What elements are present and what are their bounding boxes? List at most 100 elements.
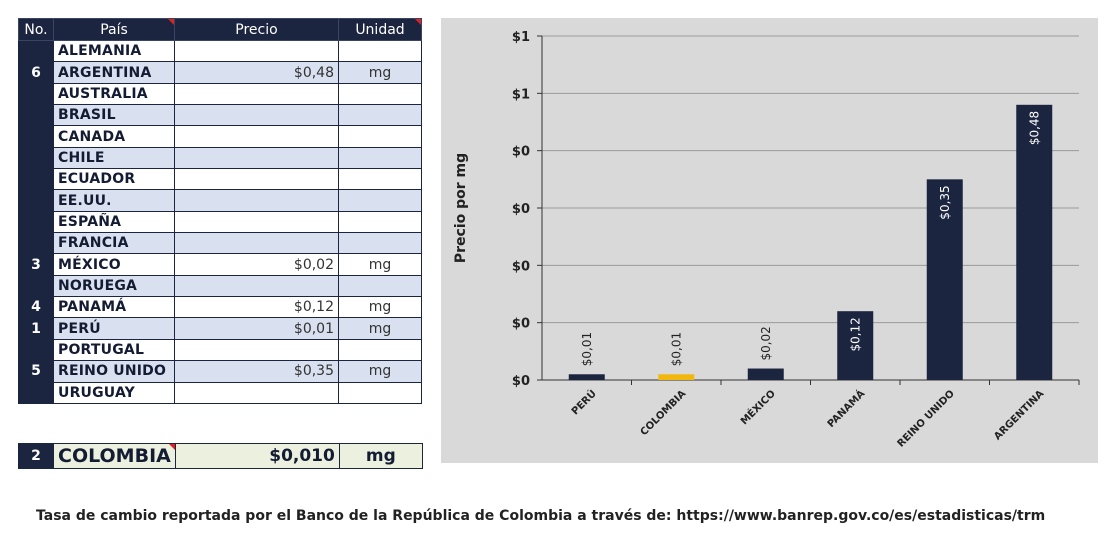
table-row: BRASIL [18, 104, 422, 127]
unit-cell[interactable] [338, 338, 422, 362]
colombia-row: 2 COLOMBIA $0,010 mg [18, 443, 423, 469]
bar[interactable] [837, 311, 874, 380]
price-cell[interactable] [174, 338, 339, 362]
bar[interactable] [568, 374, 605, 380]
price-cell[interactable] [174, 125, 339, 148]
row-number [18, 168, 54, 191]
price-cell[interactable] [174, 189, 339, 212]
country-cell[interactable]: ALEMANIA [53, 39, 175, 63]
price-cell[interactable] [174, 381, 339, 404]
row-number [18, 232, 54, 255]
header-no: No. [18, 18, 54, 41]
x-tick-label: PERÚ [568, 387, 598, 417]
country-cell[interactable]: ECUADOR [53, 168, 175, 191]
unit-cell[interactable] [338, 146, 422, 170]
unit-cell[interactable]: mg [338, 296, 422, 319]
price-cell[interactable] [174, 104, 339, 127]
unit-cell[interactable] [338, 104, 422, 127]
country-cell[interactable]: AUSTRALIA [53, 82, 175, 106]
x-tick-label: COLOMBIA [639, 388, 689, 438]
unit-cell[interactable] [338, 168, 422, 191]
unit-cell[interactable] [338, 189, 422, 212]
table-row: 1 PERÚ $0,01 mg [18, 317, 422, 340]
unit-cell[interactable]: mg [338, 253, 422, 276]
colombia-unit[interactable]: mg [338, 443, 423, 469]
unit-cell[interactable]: mg [338, 61, 422, 84]
price-cell[interactable]: $0,12 [174, 296, 339, 319]
country-cell[interactable]: FRANCIA [53, 232, 175, 255]
unit-cell[interactable] [338, 381, 422, 404]
unit-cell[interactable]: mg [338, 317, 422, 340]
price-cell[interactable]: $0,01 [174, 317, 339, 340]
y-tick-label: $1 [512, 87, 530, 102]
colombia-price[interactable]: $0,010 [174, 443, 340, 469]
footnote: Tasa de cambio reportada por el Banco de… [36, 508, 1046, 524]
country-cell[interactable]: CANADA [53, 125, 175, 148]
table-row: FRANCIA [18, 232, 422, 255]
country-cell[interactable]: PORTUGAL [53, 338, 175, 362]
colombia-country[interactable]: COLOMBIA [53, 443, 176, 469]
colombia-row-table: 2 COLOMBIA $0,010 mg [18, 443, 423, 469]
country-cell[interactable]: CHILE [53, 146, 175, 170]
y-tick-label: $0 [512, 259, 530, 274]
price-cell[interactable] [174, 146, 339, 170]
data-label: $0,01 [669, 332, 683, 366]
row-number: 4 [18, 296, 54, 319]
price-table: No. País Precio Unidad ALEMANIA 6 ARGENTIN… [18, 18, 422, 404]
row-number [18, 210, 54, 234]
country-cell[interactable]: NORUEGA [53, 274, 175, 298]
row-number [18, 39, 54, 63]
y-axis-label: Precio por mg [453, 153, 469, 263]
unit-cell[interactable] [338, 125, 422, 148]
price-cell[interactable] [174, 39, 339, 63]
data-label: $0,35 [938, 185, 952, 219]
y-tick-label: $0 [512, 374, 530, 389]
table-row: 4 PANAMÁ $0,12 mg [18, 296, 422, 319]
price-cell[interactable]: $0,02 [174, 253, 339, 276]
country-cell[interactable]: PERÚ [53, 317, 175, 340]
country-cell[interactable]: REINO UNIDO [53, 360, 175, 383]
unit-cell[interactable]: mg [338, 360, 422, 383]
table-row: URUGUAY [18, 381, 422, 404]
price-cell[interactable] [174, 274, 339, 298]
y-tick-label: $0 [512, 145, 530, 160]
price-cell[interactable] [174, 82, 339, 106]
price-chart: $0 $0 $0 $0 $0 $1 $1 Precio por mg $0,01 PERÚ $0,0… [441, 18, 1098, 463]
table-row: 6 ARGENTINA $0,48 mg [18, 61, 422, 84]
unit-cell[interactable] [338, 210, 422, 234]
header-precio: Precio [174, 18, 339, 41]
country-cell[interactable]: PANAMÁ [53, 296, 175, 319]
x-tick-label: PANAMÁ [824, 387, 867, 430]
country-cell[interactable]: ESPAÑA [53, 210, 175, 234]
unit-cell[interactable] [338, 274, 422, 298]
row-number [18, 274, 54, 298]
price-cell[interactable] [174, 168, 339, 191]
unit-cell[interactable] [338, 232, 422, 255]
table-row: EE.UU. [18, 189, 422, 212]
country-cell[interactable]: URUGUAY [53, 381, 175, 404]
country-cell[interactable]: BRASIL [53, 104, 175, 127]
x-tick-label: ARGENTINA [992, 388, 1046, 442]
row-number [18, 146, 54, 170]
country-cell[interactable]: MÉXICO [53, 253, 175, 276]
price-cell[interactable] [174, 232, 339, 255]
country-cell[interactable]: EE.UU. [53, 189, 175, 212]
header-pais: País [53, 18, 175, 41]
bar[interactable] [1016, 104, 1053, 381]
table-row: ESPAÑA [18, 210, 422, 234]
x-tick-label: REINO UNIDO [896, 388, 957, 449]
bar[interactable] [926, 179, 963, 380]
table-row: CHILE [18, 146, 422, 170]
price-cell[interactable]: $0,35 [174, 360, 339, 383]
bar[interactable] [658, 374, 695, 380]
unit-cell[interactable] [338, 39, 422, 63]
country-cell[interactable]: ARGENTINA [53, 61, 175, 84]
row-number: 6 [18, 61, 54, 84]
unit-cell[interactable] [338, 82, 422, 106]
price-cell[interactable] [174, 210, 339, 234]
data-label: $0,02 [759, 326, 773, 360]
row-number: 3 [18, 253, 54, 276]
price-cell[interactable]: $0,48 [174, 61, 339, 84]
header-unidad: Unidad [338, 18, 422, 41]
bar[interactable] [747, 368, 784, 380]
